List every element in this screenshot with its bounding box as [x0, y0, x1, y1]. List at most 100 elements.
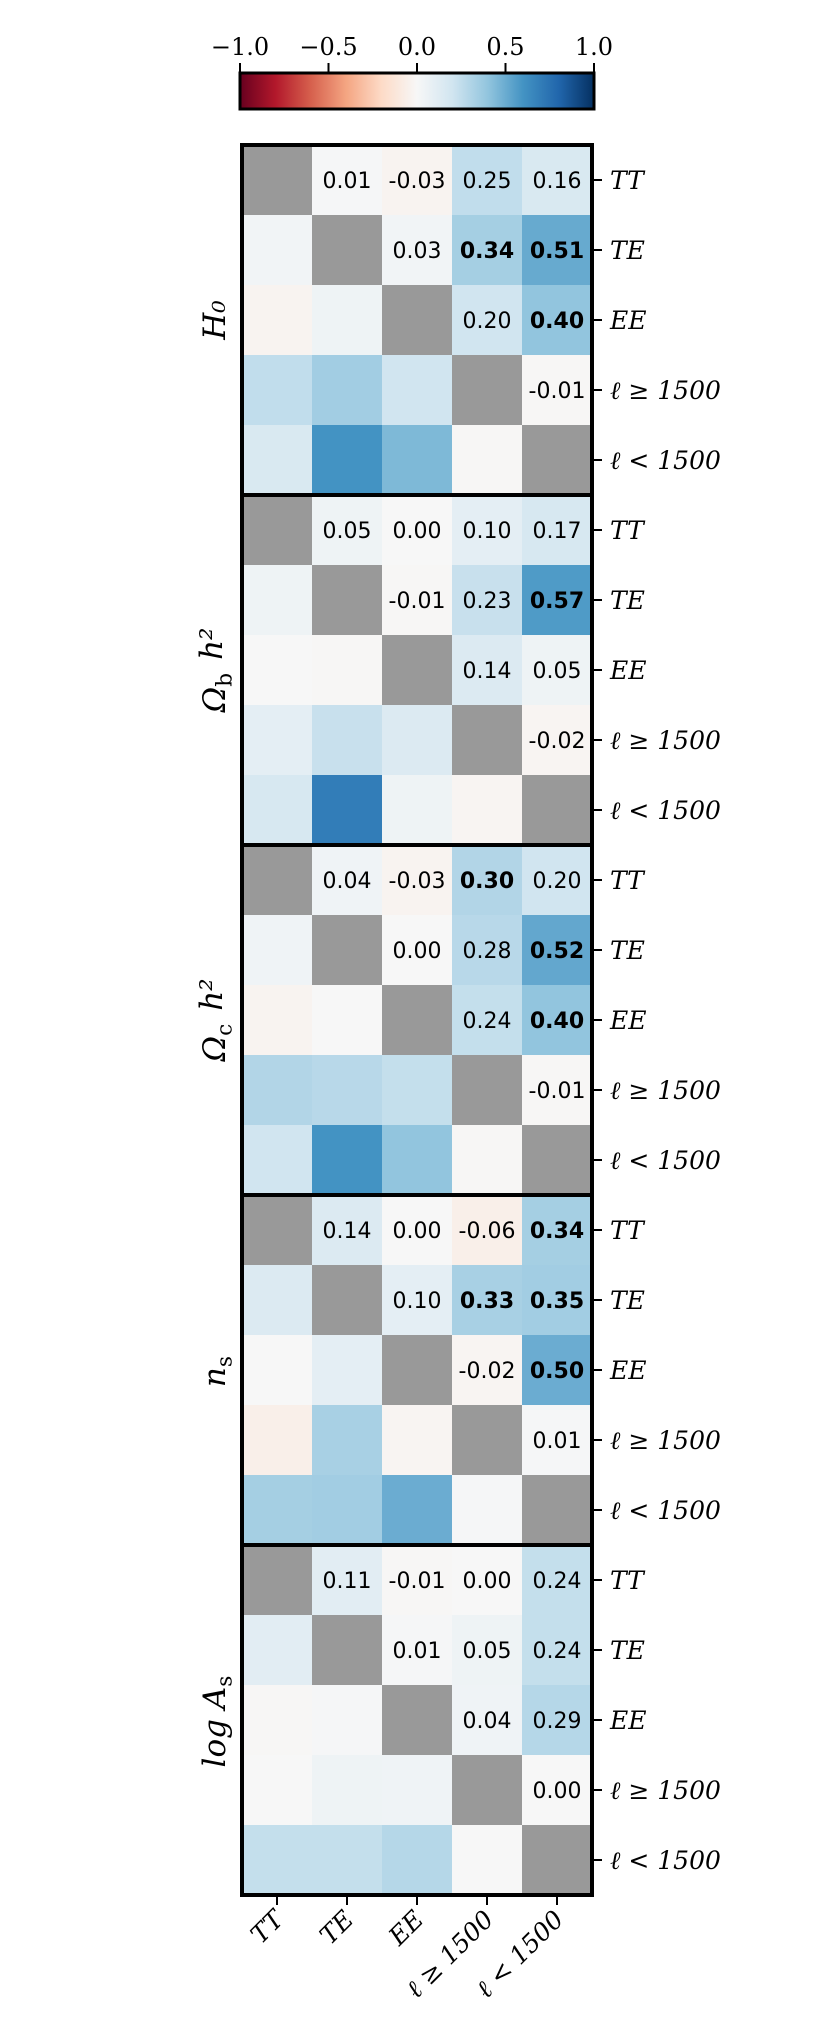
heatmap-cell: [242, 635, 312, 705]
heatmap-cell: [452, 915, 522, 985]
heatmap-cell: [522, 1055, 592, 1125]
cell-value-label: 0.28: [463, 939, 512, 964]
cell-value-label: 0.11: [323, 1569, 372, 1594]
heatmap-cell: [312, 775, 382, 845]
heatmap-cell: [452, 1825, 522, 1895]
diagonal-cell: [242, 495, 312, 565]
cell-value-label: 0.03: [393, 239, 442, 264]
cell-value-label: -0.01: [389, 1569, 446, 1594]
diagonal-cell: [312, 565, 382, 635]
diagonal-cell: [242, 145, 312, 215]
row-tick-label: ℓ < 1500: [610, 796, 721, 825]
x-tick-label: EE: [382, 1905, 429, 1952]
heatmap-cell: [382, 1545, 452, 1615]
heatmap-cell: [522, 1265, 592, 1335]
cell-value-label: 0.10: [393, 1289, 442, 1314]
x-tick-label: TT: [245, 1903, 291, 1949]
diagonal-cell: [312, 915, 382, 985]
diagonal-cell: [312, 215, 382, 285]
heatmap-cell: [242, 1265, 312, 1335]
heatmap-panels: 0.01 -0.03 0.25 0.16 0.03 0.34 0.51 0.20 0.40 -0.…: [194, 143, 721, 1897]
heatmap-cell: [312, 1195, 382, 1265]
heatmap-cell: [382, 845, 452, 915]
diagonal-cell: [522, 1825, 592, 1895]
cell-value-label: 0.24: [463, 1009, 512, 1034]
heatmap-panel: 0.05 0.00 0.10 0.17 -0.01 0.23 0.57 0.14 0.05 -0.…: [194, 493, 721, 847]
row-tick-label: TE: [610, 936, 645, 965]
heatmap-cell: [382, 915, 452, 985]
diagonal-cell: [382, 1685, 452, 1755]
row-tick-label: EE: [609, 656, 647, 685]
row-tick-label: ℓ < 1500: [610, 446, 721, 475]
cell-value-label: 0.00: [393, 1219, 442, 1244]
cell-value-label: -0.02: [459, 1359, 516, 1384]
heatmap-cell: [452, 845, 522, 915]
row-tick-label: TT: [610, 1216, 646, 1245]
panel-parameter-label: log As: [194, 1673, 238, 1768]
heatmap-cell: [452, 145, 522, 215]
heatmap-cell: [382, 1405, 452, 1475]
svg-text:log As: log As: [194, 1673, 237, 1768]
heatmap-cell: [312, 1755, 382, 1825]
heatmap-cell: [452, 1545, 522, 1615]
heatmap-cell: [312, 145, 382, 215]
colorbar-tick-label: 0.5: [486, 33, 524, 61]
panel-parameter-label: H₀: [197, 300, 233, 341]
colorbar-tick-label: 0.0: [398, 33, 436, 61]
row-tick-label: ℓ ≥ 1500: [610, 376, 721, 405]
row-tick-label: ℓ ≥ 1500: [610, 1076, 721, 1105]
cell-value-label: 0.14: [463, 659, 512, 684]
heatmap-cell: [522, 845, 592, 915]
diagonal-cell: [452, 705, 522, 775]
cell-value-label: 0.24: [533, 1639, 582, 1664]
heatmap-cell: [522, 145, 592, 215]
heatmap-cell: [242, 355, 312, 425]
heatmap-cell: [382, 775, 452, 845]
heatmap-cell: [452, 1685, 522, 1755]
heatmap-cell: [312, 285, 382, 355]
cell-value-label: 0.40: [530, 1009, 584, 1034]
heatmap-cell: [382, 145, 452, 215]
heatmap-cell: [242, 1335, 312, 1405]
heatmap-cell: [522, 985, 592, 1055]
diagonal-cell: [312, 1615, 382, 1685]
heatmap-cell: [522, 705, 592, 775]
cell-value-label: 0.01: [533, 1429, 582, 1454]
row-tick-label: TT: [610, 866, 646, 895]
cell-value-label: 0.20: [463, 309, 512, 334]
row-tick-label: ℓ < 1500: [610, 1146, 721, 1175]
heatmap-cell: [382, 1615, 452, 1685]
heatmap-cell: [452, 1265, 522, 1335]
heatmap-cell: [312, 495, 382, 565]
heatmap-cell: [452, 425, 522, 495]
heatmap-cell: [522, 215, 592, 285]
cell-value-label: -0.01: [389, 589, 446, 614]
colorbar-tick-label: −1.0: [211, 33, 269, 61]
heatmap-cell: [242, 1405, 312, 1475]
heatmap-cell: [522, 285, 592, 355]
cell-value-label: -0.02: [529, 729, 586, 754]
heatmap-cell: [382, 1055, 452, 1125]
heatmap-cell: [452, 565, 522, 635]
heatmap-cell: [522, 915, 592, 985]
heatmap-cell: [382, 495, 452, 565]
heatmap-cell: [382, 565, 452, 635]
heatmap-cell: [452, 985, 522, 1055]
heatmap-panel: 0.01 -0.03 0.25 0.16 0.03 0.34 0.51 0.20 0.40 -0.…: [197, 143, 721, 497]
svg-text:H₀: H₀: [197, 300, 233, 341]
heatmap-cell: [522, 1685, 592, 1755]
cell-value-label: 0.57: [530, 589, 584, 614]
heatmap-cell: [522, 1405, 592, 1475]
heatmap-cell: [312, 1825, 382, 1895]
heatmap-cell: [382, 1265, 452, 1335]
heatmap-cell: [312, 1545, 382, 1615]
diagonal-cell: [242, 1545, 312, 1615]
heatmap-cell: [242, 1125, 312, 1195]
svg-text:Ωc h²: Ωc h²: [194, 978, 237, 1062]
cell-value-label: 0.00: [393, 519, 442, 544]
panel-parameter-label: Ωc h²: [194, 978, 237, 1062]
row-tick-label: TT: [610, 516, 646, 545]
heatmap-cell: [312, 355, 382, 425]
heatmap-cell: [242, 1475, 312, 1545]
